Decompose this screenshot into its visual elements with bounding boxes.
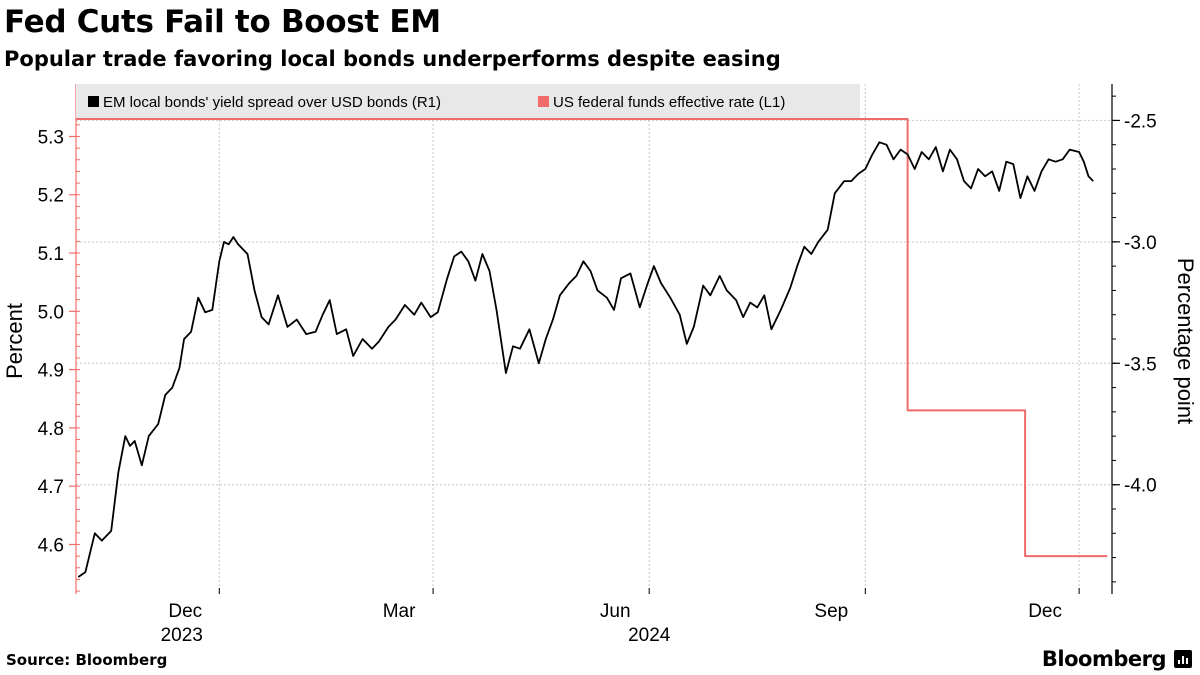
left-tick-label: 4.9 (38, 361, 64, 382)
right-axis-title: Percentage point (1173, 258, 1198, 424)
left-axis-title: Percent (2, 303, 27, 379)
legend-swatch (538, 96, 549, 107)
legend: EM local bonds' yield spread over USD bo… (76, 84, 860, 120)
left-tick-label: 4.6 (38, 535, 64, 556)
legend-label: EM local bonds' yield spread over USD bo… (103, 94, 441, 111)
source-note: Source: Bloomberg (6, 651, 168, 669)
x-tick-label: Mar (383, 601, 416, 622)
right-tick-label: -4.0 (1124, 476, 1157, 497)
bloomberg-logo: Bloomberg (1041, 647, 1167, 671)
chart-title: Fed Cuts Fail to Boost EM (4, 4, 441, 40)
em-yield-spread-line (77, 141, 1094, 578)
chart-subtitle: Popular trade favoring local bonds under… (4, 47, 781, 71)
bloomberg-chart-icon (1174, 650, 1192, 668)
series-lines (76, 118, 1108, 578)
left-tick-label: 5.1 (38, 244, 64, 265)
fed-funds-rate-line (76, 118, 1108, 558)
x-tick-label: Dec (168, 601, 202, 622)
left-tick-label: 5.2 (38, 186, 64, 207)
x-tick-label: Sep (814, 601, 848, 622)
legend-background (76, 84, 860, 120)
left-tick-label: 4.7 (38, 477, 64, 498)
left-tick-label: 4.8 (38, 419, 64, 440)
x-year-label: 2023 (161, 625, 203, 646)
left-tick-label: 5.3 (38, 127, 64, 148)
legend-label: US federal funds effective rate (L1) (553, 94, 785, 111)
x-tick-label: Jun (600, 601, 631, 622)
right-tick-label: -3.0 (1124, 233, 1157, 254)
right-tick-label: -2.5 (1124, 111, 1157, 132)
gridlines (76, 84, 1112, 594)
x-tick-label: Dec (1028, 601, 1062, 622)
axes: 4.6 4.7 4.8 4.9 5.0 5.1 5.2 5.3 Percent -4.0 -3.5 -… (2, 84, 1198, 646)
x-year-label: 2024 (628, 625, 671, 646)
right-tick-label: -3.5 (1124, 354, 1157, 375)
legend-swatch (88, 96, 99, 107)
left-tick-label: 5.0 (38, 302, 64, 323)
